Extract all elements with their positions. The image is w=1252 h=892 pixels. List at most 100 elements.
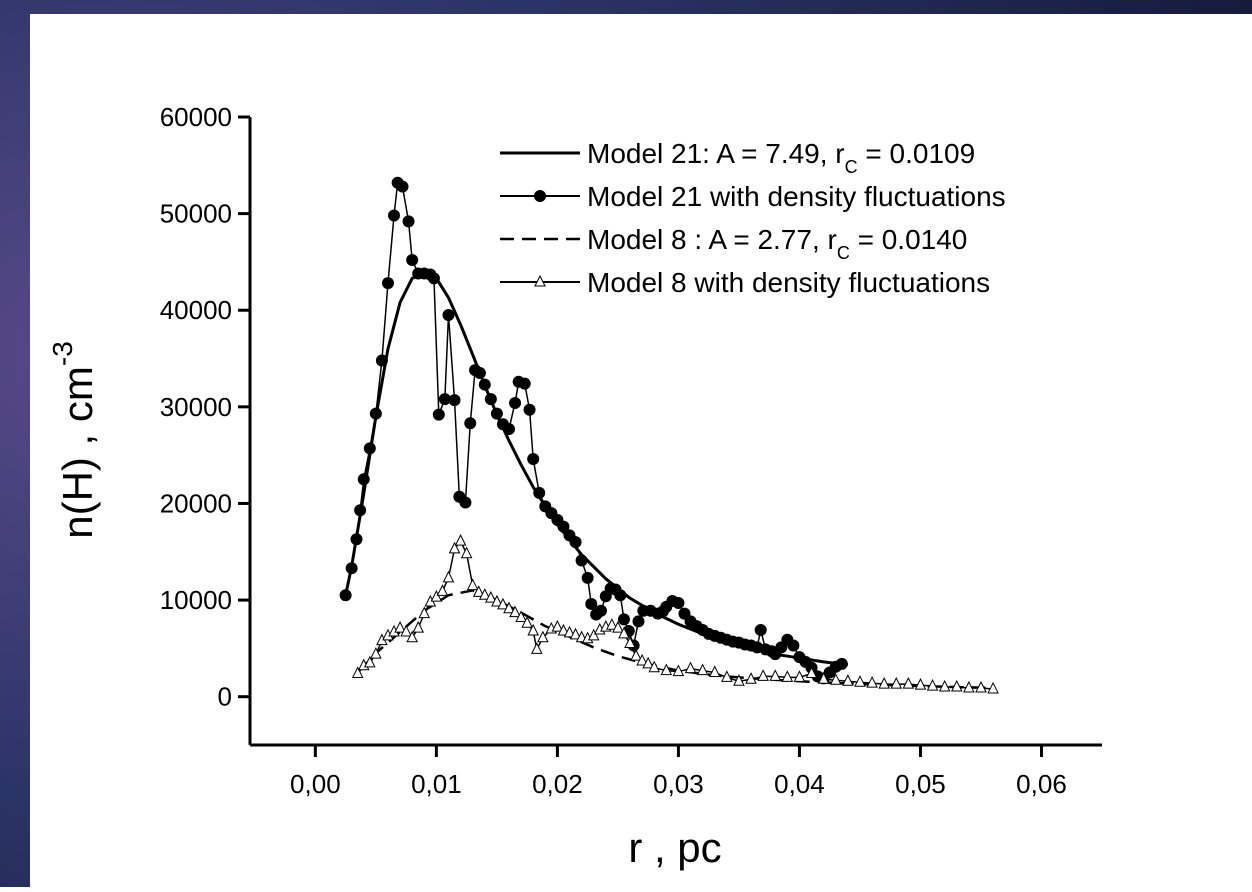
data-point — [527, 453, 540, 466]
x-tick-label: 0,04 — [774, 769, 825, 799]
data-point — [464, 417, 477, 430]
data-point — [485, 591, 497, 603]
data-point — [345, 562, 358, 575]
data-point — [527, 623, 540, 636]
data-point — [696, 663, 709, 676]
y-tick-label: 0 — [218, 682, 232, 712]
data-point — [612, 620, 624, 633]
data-point — [490, 407, 503, 420]
data-point — [630, 648, 642, 661]
data-point — [842, 674, 854, 686]
data-point — [515, 610, 527, 622]
legend-label: Model 21 with density fluctuations — [587, 181, 1006, 212]
data-point — [733, 674, 745, 686]
data-point — [473, 367, 486, 380]
legend-marker — [534, 274, 546, 287]
data-point — [557, 520, 570, 533]
data-point — [902, 677, 915, 689]
data-point — [672, 664, 685, 677]
data-point — [509, 605, 521, 618]
data-point — [357, 473, 370, 486]
x-tick-label: 0,05 — [895, 769, 946, 799]
data-point — [632, 615, 645, 628]
legend-marker — [534, 190, 546, 202]
data-point — [817, 672, 830, 684]
data-point — [594, 604, 607, 617]
data-point — [432, 408, 445, 421]
y-tick-label: 50000 — [160, 199, 232, 229]
y-tick-label: 20000 — [160, 488, 232, 518]
legend-subscript: C — [845, 157, 858, 177]
data-point — [427, 272, 440, 285]
y-axis-label-text: n(H) , cm — [54, 366, 101, 539]
data-point — [369, 407, 382, 420]
x-tick-label: 0,03 — [653, 769, 704, 799]
data-point — [478, 588, 491, 600]
data-point — [537, 630, 549, 643]
data-point — [854, 675, 866, 687]
data-point — [975, 680, 987, 693]
data-point — [757, 669, 769, 681]
data-point — [963, 680, 975, 693]
data-point — [375, 354, 388, 367]
data-point — [388, 209, 401, 222]
data-point — [466, 578, 479, 591]
data-point — [418, 606, 431, 619]
data-point — [926, 678, 939, 691]
data-point — [531, 642, 543, 654]
data-point — [484, 393, 497, 406]
data-point — [563, 625, 576, 638]
data-point — [400, 624, 412, 637]
legend-label: Model 21: A = 7.49, rC = 0.0109 — [587, 138, 975, 177]
data-point — [793, 670, 806, 682]
data-point — [581, 571, 594, 584]
data-point — [866, 676, 878, 688]
data-point — [370, 647, 382, 659]
data-point — [351, 666, 364, 679]
data-point — [339, 589, 352, 602]
data-point — [396, 180, 409, 193]
data-point — [438, 393, 451, 406]
x-tick-label: 0,06 — [1016, 769, 1067, 799]
data-point — [521, 616, 533, 628]
data-point — [660, 663, 673, 676]
y-axis-label-sup: -3 — [47, 341, 78, 366]
data-point — [502, 423, 515, 436]
data-point — [436, 584, 449, 596]
data-point — [575, 554, 588, 567]
data-point — [805, 666, 818, 679]
x-tick-label: 0,01 — [411, 769, 462, 799]
data-point — [402, 215, 415, 228]
data-point — [354, 504, 367, 517]
data-point — [781, 670, 794, 682]
data-point — [406, 630, 418, 643]
legend-text: = 0.0140 — [850, 224, 968, 255]
data-point — [448, 541, 461, 554]
plot-panel — [30, 14, 1252, 887]
data-point — [618, 626, 630, 639]
data-point — [459, 496, 472, 509]
data-point — [585, 597, 598, 610]
data-point — [523, 403, 536, 416]
x-tick-label: 0,00 — [290, 769, 341, 799]
data-point — [364, 655, 376, 668]
data-point — [636, 653, 648, 666]
data-point — [754, 624, 767, 637]
x-tick-label: 0,02 — [532, 769, 583, 799]
legend-text: Model 8 : A = 2.77, r — [587, 224, 837, 255]
data-point — [890, 677, 903, 689]
data-point — [381, 277, 394, 290]
data-point — [914, 677, 927, 690]
data-point — [617, 613, 630, 626]
data-point — [509, 396, 522, 409]
legend-text: Model 21 with density fluctuations — [587, 181, 1006, 212]
data-point — [442, 309, 455, 322]
data-point — [412, 620, 425, 633]
data-point — [721, 670, 733, 682]
legend-text: Model 21: A = 7.49, r — [587, 138, 845, 169]
data-point — [569, 536, 582, 549]
legend-text: Model 8 with density fluctuations — [587, 267, 990, 298]
y-tick-label: 30000 — [160, 392, 232, 422]
data-point — [557, 623, 570, 636]
